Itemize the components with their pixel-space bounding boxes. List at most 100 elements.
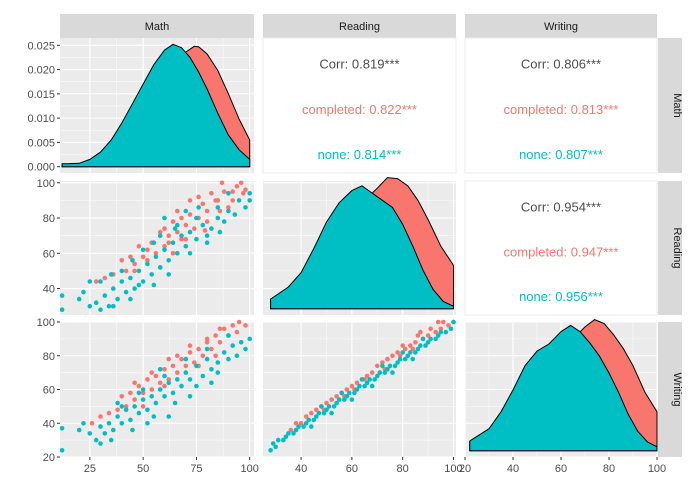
point-none-18 bbox=[162, 394, 167, 399]
point-none-19 bbox=[157, 265, 163, 270]
point-completed-3 bbox=[230, 323, 235, 328]
point-none-46 bbox=[226, 333, 231, 338]
point-completed-39 bbox=[149, 370, 154, 375]
point-completed-31 bbox=[303, 414, 309, 419]
point-none-49 bbox=[119, 268, 125, 274]
point-completed-37 bbox=[213, 198, 218, 203]
point-none-21 bbox=[149, 394, 154, 399]
point-none-31 bbox=[106, 421, 112, 426]
point-completed-38 bbox=[162, 383, 167, 389]
point-completed-20 bbox=[162, 243, 167, 249]
point-completed-32 bbox=[98, 414, 103, 419]
point-none-31 bbox=[106, 303, 112, 309]
point-none-4 bbox=[232, 212, 238, 217]
point-none-32 bbox=[291, 431, 296, 436]
point-none-43 bbox=[151, 240, 157, 245]
point-none-58 bbox=[145, 421, 150, 426]
point-none-61 bbox=[175, 222, 180, 228]
point-none-5 bbox=[226, 356, 231, 362]
x-tick-label-writing: 80 bbox=[603, 463, 615, 475]
point-none-19 bbox=[357, 383, 362, 389]
point-none-52 bbox=[215, 370, 221, 375]
point-none-30 bbox=[111, 427, 116, 433]
panel-math-writing bbox=[464, 37, 658, 174]
point-none-23 bbox=[140, 279, 146, 284]
panel-math-reading bbox=[262, 37, 457, 174]
point-none-11 bbox=[194, 236, 199, 242]
point-completed-27 bbox=[128, 390, 133, 396]
point-completed-41 bbox=[162, 226, 167, 231]
point-none-53 bbox=[157, 367, 163, 372]
point-none-31 bbox=[296, 424, 301, 429]
point-completed-23 bbox=[145, 377, 150, 382]
point-none-28 bbox=[311, 417, 317, 423]
point-completed-38 bbox=[226, 205, 231, 210]
point-none-23 bbox=[140, 397, 146, 402]
corr-overall-reading-writing: Corr: 0.954*** bbox=[521, 199, 601, 214]
point-none-14 bbox=[179, 233, 184, 238]
point-none-57 bbox=[359, 377, 365, 382]
point-completed-25 bbox=[136, 383, 142, 389]
point-none-28 bbox=[119, 279, 125, 284]
point-none-15 bbox=[175, 251, 180, 256]
y-tick-label-reading: 100 bbox=[37, 178, 55, 190]
point-none-22 bbox=[342, 397, 347, 402]
point-completed-8 bbox=[209, 346, 214, 352]
scatter-math-reading-completed bbox=[93, 180, 248, 284]
point-none-13 bbox=[183, 243, 189, 249]
point-none-47 bbox=[166, 272, 171, 277]
corr-completed-reading-writing: completed: 0.947*** bbox=[504, 244, 619, 259]
point-none-45 bbox=[204, 346, 210, 352]
point-completed-1 bbox=[446, 323, 451, 328]
x-tick-label-math: 25 bbox=[84, 463, 96, 475]
x-tick-label-writing: 20 bbox=[459, 463, 471, 475]
point-none-43 bbox=[162, 373, 167, 379]
point-none-59 bbox=[209, 380, 214, 386]
point-completed-5 bbox=[221, 326, 227, 332]
point-completed-34 bbox=[170, 251, 176, 256]
y-tick-label-reading: 40 bbox=[43, 284, 55, 296]
x-tick-label-reading: 60 bbox=[346, 463, 358, 475]
point-none-47 bbox=[151, 414, 157, 419]
point-none-24 bbox=[136, 410, 142, 416]
strip-top-writing bbox=[465, 14, 657, 38]
point-none-18 bbox=[362, 383, 367, 389]
point-none-9 bbox=[408, 350, 413, 355]
point-completed-23 bbox=[344, 387, 350, 392]
point-completed-30 bbox=[123, 268, 129, 274]
point-none-63 bbox=[217, 229, 223, 235]
point-completed-0 bbox=[243, 323, 248, 328]
point-none-38 bbox=[59, 293, 65, 298]
point-none-17 bbox=[166, 258, 171, 263]
point-none-10 bbox=[200, 222, 206, 228]
point-completed-31 bbox=[106, 410, 112, 416]
point-completed-4 bbox=[230, 189, 235, 194]
point-completed-15 bbox=[179, 356, 184, 362]
point-none-50 bbox=[395, 360, 400, 365]
point-completed-27 bbox=[132, 261, 137, 267]
point-completed-34 bbox=[175, 353, 180, 359]
point-completed-49 bbox=[166, 240, 171, 245]
point-none-54 bbox=[435, 333, 441, 338]
point-none-8 bbox=[209, 367, 214, 372]
point-none-29 bbox=[115, 414, 120, 419]
point-none-39 bbox=[283, 434, 289, 440]
point-none-66 bbox=[410, 356, 416, 362]
point-none-7 bbox=[215, 360, 221, 365]
point-none-35 bbox=[275, 437, 281, 443]
point-none-54 bbox=[136, 390, 142, 396]
point-none-44 bbox=[334, 400, 339, 406]
point-none-37 bbox=[268, 448, 273, 453]
y-tick-label-math: 0.000 bbox=[27, 162, 55, 174]
x-tick-label-writing: 100 bbox=[648, 463, 666, 475]
point-completed-33 bbox=[89, 421, 95, 426]
point-none-1 bbox=[243, 346, 248, 352]
point-none-16 bbox=[170, 240, 176, 245]
point-none-19 bbox=[157, 387, 163, 392]
point-completed-26 bbox=[136, 243, 142, 249]
point-none-46 bbox=[354, 387, 360, 392]
point-none-5 bbox=[428, 336, 433, 342]
point-none-50 bbox=[98, 279, 103, 284]
point-completed-13 bbox=[187, 350, 193, 355]
